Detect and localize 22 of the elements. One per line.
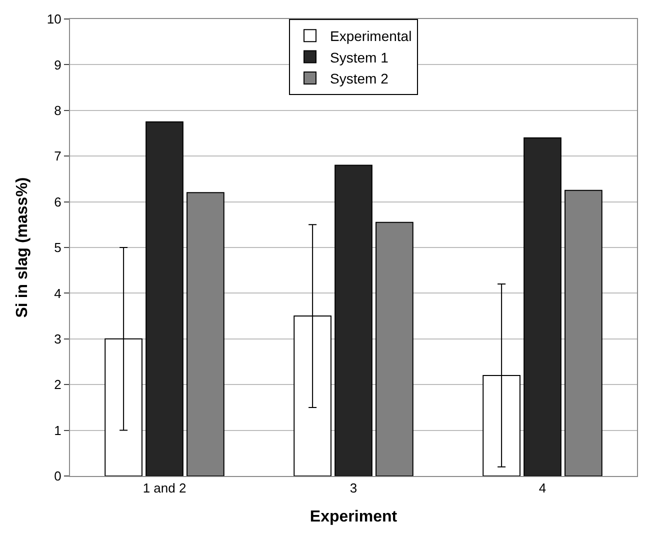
- y-tick-label: 8: [54, 102, 62, 118]
- y-tick-label: 10: [46, 12, 62, 27]
- y-tick-label: 7: [54, 148, 62, 164]
- x-axis-title: Experiment: [310, 508, 398, 526]
- legend-label: System 2: [330, 70, 389, 86]
- legend-label: Experimental: [330, 28, 412, 44]
- y-tick-label: 5: [54, 240, 62, 256]
- y-tick-label: 6: [54, 194, 62, 210]
- y-axis-title: Si in slag (mass%): [14, 177, 31, 318]
- legend-label: System 1: [330, 49, 389, 66]
- y-tick-label: 4: [54, 286, 62, 301]
- x-tick-label: 3: [350, 480, 358, 496]
- y-tick-label: 1: [54, 422, 62, 438]
- bar: [146, 121, 184, 476]
- y-tick-label: 0: [54, 468, 62, 484]
- y-tick-label: 2: [54, 377, 62, 392]
- bar: [524, 137, 562, 476]
- x-tick-label: 1 and 2: [142, 480, 186, 496]
- x-tick-label: 4: [538, 480, 546, 496]
- bar: [334, 164, 372, 476]
- y-tick-label: 9: [54, 57, 62, 72]
- y-tick-label: 3: [54, 331, 62, 346]
